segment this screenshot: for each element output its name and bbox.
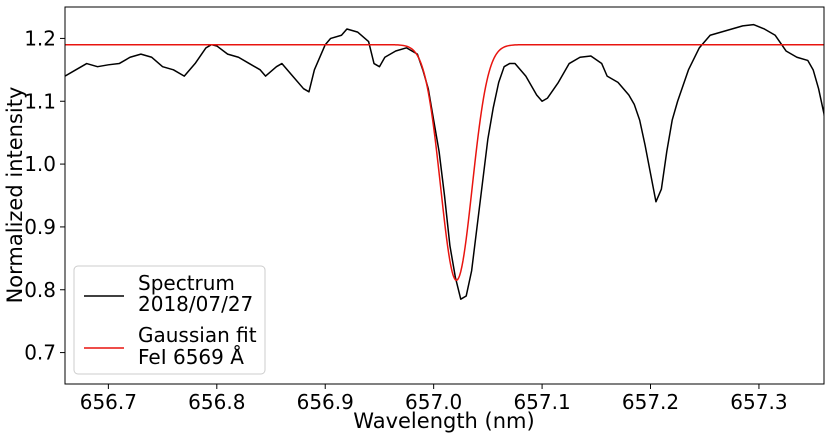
series-line-gaussian-fit: [65, 43, 824, 282]
x-tick-label: 657.1: [513, 390, 570, 414]
x-tick-label: 656.9: [297, 390, 354, 414]
y-tick-label: 1.1: [24, 89, 56, 113]
y-axis-ticks: 0.7 0.8 0.9 1.0 1.1 1.2: [24, 26, 65, 365]
plot-frame: [64, 6, 825, 385]
x-tick-label: 656.8: [188, 390, 245, 414]
x-axis-label: Wavelength (nm): [353, 409, 534, 433]
y-tick-label: 1.2: [24, 26, 56, 50]
y-tick-label: 0.9: [24, 215, 56, 239]
series-layer: [65, 23, 824, 300]
legend-label-gaussian-line: FeI 6569 Å: [138, 345, 244, 369]
y-tick-label: 0.7: [24, 341, 56, 365]
legend-label-spectrum-date: 2018/07/27: [138, 292, 253, 316]
x-tick-label: 657.0: [405, 390, 462, 414]
legend-label-spectrum: Spectrum: [138, 271, 235, 295]
x-tick-label: 656.7: [80, 390, 137, 414]
y-axis-label: Normalized intensity: [3, 87, 27, 304]
x-tick-label: 657.2: [622, 390, 679, 414]
series-line-spectrum: [65, 23, 824, 300]
x-axis-ticks: 656.7 656.8 656.9 657.0 657.1 657.2 657.3: [80, 384, 788, 414]
legend: Spectrum 2018/07/27 Gaussian fit FeI 656…: [73, 265, 266, 375]
x-tick-label: 657.3: [730, 390, 787, 414]
y-tick-label: 1.0: [24, 152, 56, 176]
legend-label-gaussian: Gaussian fit: [138, 323, 257, 347]
y-tick-label: 0.8: [24, 278, 56, 302]
legend-box: [73, 265, 266, 375]
